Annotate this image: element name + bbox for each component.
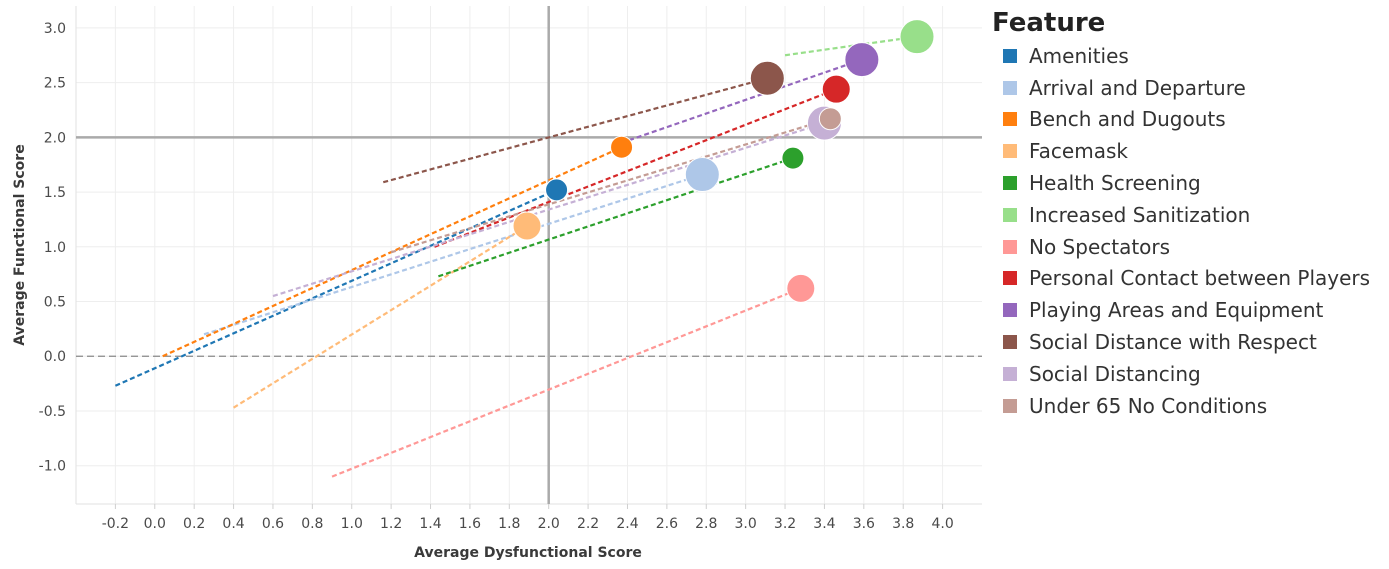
legend-label: Facemask xyxy=(1029,139,1128,164)
legend-label: Amenities xyxy=(1029,43,1129,68)
y-axis-title: Average Functional Score xyxy=(12,144,28,345)
x-tick-label: 0.2 xyxy=(183,516,205,532)
y-tick-label: 0.0 xyxy=(44,349,66,365)
x-tick-label: 1.0 xyxy=(341,516,363,532)
data-point-personal-contact-between-players xyxy=(821,74,851,104)
x-tick-label: 0.0 xyxy=(144,516,166,532)
legend-item-social-distance-with-respect: Social Distance with Respect xyxy=(992,326,1387,358)
legend-label: Under 65 No Conditions xyxy=(1029,393,1268,418)
trend-line-no-spectators xyxy=(331,287,802,478)
data-point-under-65-no-conditions xyxy=(818,107,842,131)
trend-line-under-65-no-conditions xyxy=(390,117,831,254)
x-axis-title: Average Dysfunctional Score xyxy=(414,545,642,561)
x-tick-label: 2.6 xyxy=(656,516,678,532)
legend-item-playing-areas-and-equipment: Playing Areas and Equipment xyxy=(992,294,1387,326)
x-tick-label: 2.4 xyxy=(616,516,638,532)
legend-item-personal-contact-between-players: Personal Contact between Players xyxy=(992,263,1387,295)
y-tick-label: 2.0 xyxy=(44,130,66,146)
legend-label: Arrival and Departure xyxy=(1029,75,1246,100)
legend-label: Playing Areas and Equipment xyxy=(1029,298,1324,323)
legend-item-increased-sanitization: Increased Sanitization xyxy=(992,199,1387,231)
legend-label: Bench and Dugouts xyxy=(1029,107,1226,132)
trend-line-facemask xyxy=(232,225,528,409)
scatter-chart: -0.2 0.0 0.2 0.4 0.6 0.8 1.0 1.2 1.4 1.6 1.8 2.0 2.2… xyxy=(12,6,982,561)
data-point-amenities xyxy=(545,178,569,202)
legend-item-amenities: Amenities xyxy=(992,40,1387,72)
x-tick-label: 0.6 xyxy=(262,516,284,532)
legend-swatch xyxy=(1003,335,1017,350)
x-tick-label: 3.6 xyxy=(853,516,875,532)
legend-swatch xyxy=(1003,366,1017,381)
y-tick-label: -1.0 xyxy=(39,459,66,475)
x-tick-label: 2.8 xyxy=(695,516,717,532)
legend-item-facemask: Facemask xyxy=(992,135,1387,167)
legend-swatch xyxy=(1003,176,1017,191)
legend-item-arrival-and-departure: Arrival and Departure xyxy=(992,72,1387,104)
y-tick-label: 2.5 xyxy=(44,76,66,92)
x-tick-label: 1.4 xyxy=(419,516,441,532)
legend-label: No Spectators xyxy=(1029,234,1171,259)
x-tick-label: 1.8 xyxy=(498,516,520,532)
trend-line-arrival-and-departure xyxy=(203,173,703,336)
legend-swatch xyxy=(1003,48,1017,63)
data-point-no-spectators xyxy=(786,273,816,303)
legend-item-under-65-no-conditions: Under 65 No Conditions xyxy=(992,390,1387,422)
data-point-increased-sanitization xyxy=(899,19,935,55)
x-tick-label: 0.8 xyxy=(301,516,323,532)
legend-label: Social Distance with Respect xyxy=(1029,330,1317,355)
trend-line-playing-areas-and-equipment xyxy=(621,58,863,144)
legend-swatch xyxy=(1003,239,1017,254)
legend-label: Social Distancing xyxy=(1029,361,1201,386)
y-tick-label: 3.0 xyxy=(44,21,66,37)
legend-items: Amenities Arrival and Departure Bench and … xyxy=(992,40,1387,422)
x-tick-label: 2.2 xyxy=(577,516,599,532)
legend-swatch xyxy=(1003,80,1017,95)
y-axis-ticks: -1.0 -0.5 0.0 0.5 1.0 1.5 2.0 2.5 3.0 xyxy=(39,21,66,475)
data-points xyxy=(512,19,935,303)
data-point-facemask xyxy=(512,211,542,241)
legend-swatch xyxy=(1003,207,1017,222)
x-axis-ticks: -0.2 0.0 0.2 0.4 0.6 0.8 1.0 1.2 1.4 1.6 1.8 2.0 2.2… xyxy=(102,504,954,532)
legend-swatch xyxy=(1003,112,1017,127)
x-tick-label: 1.6 xyxy=(459,516,481,532)
legend-title: Feature xyxy=(992,8,1106,38)
y-tick-label: 1.0 xyxy=(44,240,66,256)
y-tick-label: 1.5 xyxy=(44,185,66,201)
y-tick-label: -0.5 xyxy=(39,404,66,420)
x-tick-label: 3.2 xyxy=(774,516,796,532)
x-tick-label: 3.4 xyxy=(813,516,835,532)
trend-line-amenities xyxy=(114,188,558,387)
legend-label: Increased Sanitization xyxy=(1029,202,1251,227)
legend-label: Personal Contact between Players xyxy=(1029,266,1371,291)
legend-item-social-distancing: Social Distancing xyxy=(992,358,1387,390)
x-tick-label: 1.2 xyxy=(380,516,402,532)
data-point-social-distance-with-respect xyxy=(749,60,785,96)
legend: Feature Amenities Arrival and Departure Be… xyxy=(992,6,1387,422)
x-tick-label: 3.0 xyxy=(735,516,757,532)
legend-item-no-spectators: No Spectators xyxy=(992,231,1387,263)
y-tick-label: 0.5 xyxy=(44,295,66,311)
data-point-bench-and-dugouts xyxy=(610,135,634,159)
legend-item-health-screening: Health Screening xyxy=(992,167,1387,199)
x-tick-label: 2.0 xyxy=(538,516,560,532)
legend-swatch xyxy=(1003,271,1017,286)
legend-label: Health Screening xyxy=(1029,171,1201,196)
data-point-playing-areas-and-equipment xyxy=(844,42,880,78)
x-tick-label: 3.8 xyxy=(892,516,914,532)
trend-line-social-distance-with-respect xyxy=(382,77,768,184)
trend-line-social-distancing xyxy=(272,122,825,298)
legend-swatch xyxy=(1003,144,1017,159)
legend-item-bench-and-dugouts: Bench and Dugouts xyxy=(992,104,1387,136)
legend-swatch xyxy=(1003,398,1017,413)
x-tick-label: -0.2 xyxy=(102,516,129,532)
trend-line-personal-contact-between-players xyxy=(434,88,837,248)
x-tick-label: 0.4 xyxy=(222,516,244,532)
trend-line-health-screening xyxy=(438,157,794,278)
data-point-health-screening xyxy=(781,146,805,170)
x-tick-label: 4.0 xyxy=(931,516,953,532)
legend-swatch xyxy=(1003,303,1017,318)
data-point-arrival-and-departure xyxy=(684,157,720,193)
